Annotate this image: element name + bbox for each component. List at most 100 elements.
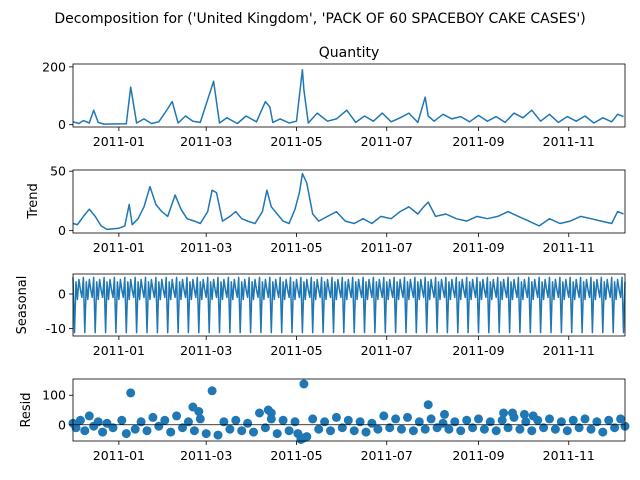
x-tick-label: 2011-09 [452,240,504,255]
y-tick-label: 200 [42,59,66,74]
resid-point [343,415,353,425]
resid-point [414,417,424,427]
y-tick-label: 0 [58,117,66,132]
resid-point [456,426,466,436]
axes-frame [72,169,626,234]
x-tick-label: 2011-09 [452,134,504,149]
resid-point [320,417,330,427]
resid-point [201,429,211,439]
resid-point [154,421,164,431]
x-tick-label: 2011-01 [93,343,145,358]
resid-point [562,426,572,436]
resid-point [604,415,614,425]
resid-point [160,415,170,425]
quantity-panel-title: Quantity [319,45,380,61]
resid-point [521,417,531,427]
axes-frame [72,378,626,442]
resid-point [166,427,176,437]
resid-point [284,426,294,436]
seasonal-ylabel: Seasonal [15,276,30,335]
resid-point [293,429,303,439]
resid-point [568,415,578,425]
resid-point [349,426,359,436]
resid-point [237,426,247,436]
x-tick-label: 2011-11 [543,343,595,358]
resid-point [408,426,418,436]
y-tick-label: -10 [46,321,66,336]
resid-point [75,415,85,425]
resid-point [272,429,282,439]
resid-point [148,412,158,422]
resid-point [117,415,127,425]
y-tick-label: 0 [58,223,66,238]
resid-point [80,426,90,436]
resid-point [440,409,449,419]
resid-point [71,423,81,433]
resid-point [136,417,146,427]
resid-point [219,417,229,427]
resid-point [485,417,495,427]
resid-point [423,400,433,410]
resid-point [403,412,412,422]
seasonal-panel: Seasonal -10 0 2011-01 2011-03 2011-05 2011-0… [15,273,626,358]
resid-point [290,417,300,427]
resid-point [503,423,513,433]
resid-point [426,414,436,424]
resid-point [497,415,507,425]
resid-point [379,411,389,421]
resid-point [397,424,406,434]
resid-point [266,408,276,418]
resid-point [84,411,94,421]
x-tick-label: 2011-05 [270,240,322,255]
resid-point [616,414,626,424]
x-tick-label: 2011-07 [361,134,413,149]
x-tick-label: 2011-01 [93,240,145,255]
resid-point [207,386,217,396]
resid-point [610,423,620,433]
figure-suptitle: Decomposition for ('United Kingdom', 'PA… [54,11,585,27]
x-tick-label: 2011-01 [93,134,145,149]
resid-point [260,423,270,433]
resid-point [93,417,103,427]
resid-point [183,417,193,427]
x-tick-label: 2011-07 [361,240,413,255]
resid-point [278,415,288,425]
resid-point [450,417,460,427]
x-tick-label: 2011-03 [180,134,232,149]
resid-point [189,426,199,436]
resid-point [243,418,253,428]
series-line [72,172,624,231]
resid-point [545,414,554,424]
y-tick-label: 100 [42,388,66,403]
resid-point [580,414,590,424]
resid-point [556,417,566,427]
resid-point [326,426,335,436]
resid-point [249,427,258,437]
x-tick-label: 2011-07 [361,343,413,358]
resid-point [574,423,584,433]
resid-point [355,417,365,427]
quantity-panel: Quantity 0 200 2011-01 2011-03 2011-05 2011-0… [42,45,626,149]
trend-panel: Trend 0 50 2011-01 2011-03 2011-05 2011-07 201… [26,164,626,255]
resid-point [130,424,140,434]
y-tick-label: 50 [50,164,66,179]
resid-point [255,408,264,418]
resid-point [231,415,241,425]
resid-point [373,424,383,434]
x-tick-label: 2011-05 [270,343,322,358]
resid-point [592,417,602,427]
resid-point [314,424,324,434]
resid-point [491,426,501,436]
resid-point [299,379,309,389]
x-tick-label: 2011-09 [452,343,504,358]
series-line [72,276,626,334]
axes-frame [72,273,626,337]
resid-panel: Resid 0 100 2011-01 2011-03 2011-05 2011-07 20… [19,378,630,463]
x-tick-label: 2011-03 [180,240,232,255]
resid-point [126,388,136,398]
x-tick-label: 2011-03 [180,448,232,463]
resid-point [108,423,118,433]
resid-point [213,430,223,440]
resid-point [528,411,538,421]
y-tick-label: 0 [58,417,66,432]
